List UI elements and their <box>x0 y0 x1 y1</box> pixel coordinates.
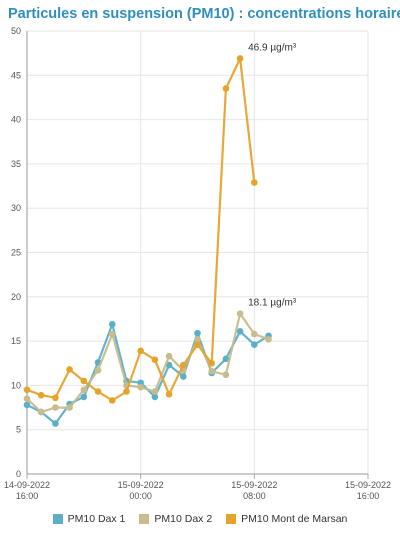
data-point <box>37 408 45 416</box>
data-point <box>23 395 31 402</box>
legend-item[interactable]: PM10 Dax 1 <box>52 513 126 525</box>
x-tick-label-time: 16:00 <box>357 491 380 501</box>
data-point <box>37 391 45 399</box>
data-point <box>52 404 59 411</box>
data-point <box>23 386 31 394</box>
annotation-label: 46.9 µg/m³ <box>248 42 297 53</box>
data-point <box>265 336 272 343</box>
data-point <box>108 397 116 404</box>
data-point <box>222 85 230 92</box>
legend-item[interactable]: PM10 Dax 2 <box>139 513 212 525</box>
y-tick-label: 40 <box>11 115 21 125</box>
data-point <box>80 386 88 394</box>
data-point <box>179 361 187 369</box>
series-layer <box>23 55 272 427</box>
annotation-label: 18.1 µg/m³ <box>248 298 297 309</box>
y-tick-label: 5 <box>16 425 21 435</box>
y-tick-label: 50 <box>11 26 21 36</box>
data-point <box>194 329 201 337</box>
data-point <box>194 341 201 348</box>
data-point <box>123 388 130 395</box>
data-point <box>165 352 173 360</box>
y-tick-label: 35 <box>11 159 21 169</box>
data-point <box>52 420 59 427</box>
y-tick-label: 10 <box>11 380 21 390</box>
data-point <box>165 390 173 398</box>
series-line-2 <box>26 312 269 414</box>
chart-area: 0510152025303540455014-09-202216:0015-09… <box>4 26 391 501</box>
y-tick-label: 15 <box>11 336 21 346</box>
grid-layer <box>26 30 369 475</box>
data-point <box>94 367 102 374</box>
y-tick-label: 20 <box>11 292 21 302</box>
data-point <box>222 371 230 379</box>
legend-swatch <box>226 514 237 524</box>
data-point <box>251 179 258 186</box>
legend: PM10 Dax 1 PM10 Dax 2 PM10 Mont de Marsan <box>0 513 400 525</box>
data-point <box>137 347 144 355</box>
data-point <box>208 367 216 375</box>
data-point <box>151 356 159 364</box>
x-tick-label-time: 08:00 <box>243 491 266 501</box>
data-point <box>151 388 159 395</box>
data-point <box>23 401 31 409</box>
legend-label: PM10 Dax 2 <box>154 513 213 525</box>
y-tick-label: 25 <box>11 248 21 258</box>
legend-swatch <box>139 514 150 524</box>
y-tick-label: 45 <box>11 70 21 80</box>
data-point <box>194 336 201 343</box>
legend-item[interactable]: PM10 Mont de Marsan <box>226 513 347 525</box>
legend-swatch <box>52 514 63 524</box>
x-tick-label-date: 14-09-2022 <box>4 480 50 490</box>
data-point <box>236 55 244 62</box>
data-point <box>236 310 244 317</box>
legend-label: PM10 Mont de Marsan <box>241 513 348 525</box>
data-point <box>151 393 159 401</box>
data-point <box>137 383 144 391</box>
y-tick-label: 30 <box>11 203 21 213</box>
y-tick-label: 0 <box>16 469 21 479</box>
axis-layer: 0510152025303540455014-09-202216:0015-09… <box>4 26 391 501</box>
data-point <box>165 361 173 369</box>
x-tick-label-date: 15-09-2022 <box>345 480 391 490</box>
data-point <box>52 394 59 402</box>
data-point <box>80 377 88 385</box>
data-point <box>222 355 230 363</box>
x-tick-label-time: 16:00 <box>16 491 39 501</box>
data-point <box>80 393 88 401</box>
data-point <box>251 330 258 338</box>
data-point <box>251 341 258 348</box>
x-tick-label-date: 15-09-2022 <box>231 480 277 490</box>
data-point <box>208 359 216 367</box>
x-tick-label-time: 00:00 <box>129 491 152 501</box>
data-point <box>66 404 73 411</box>
x-tick-label-date: 15-09-2022 <box>118 480 164 490</box>
data-point <box>179 373 187 380</box>
chart-title: Particules en suspension (PM10) : concen… <box>8 6 400 22</box>
annotation-layer: 46.9 µg/m³ 18.1 µg/m³ <box>248 42 297 308</box>
data-point <box>94 388 102 395</box>
data-point <box>108 330 116 338</box>
legend-label: PM10 Dax 1 <box>67 513 126 525</box>
data-point <box>66 366 73 373</box>
data-point <box>236 328 244 335</box>
data-point <box>108 320 116 328</box>
